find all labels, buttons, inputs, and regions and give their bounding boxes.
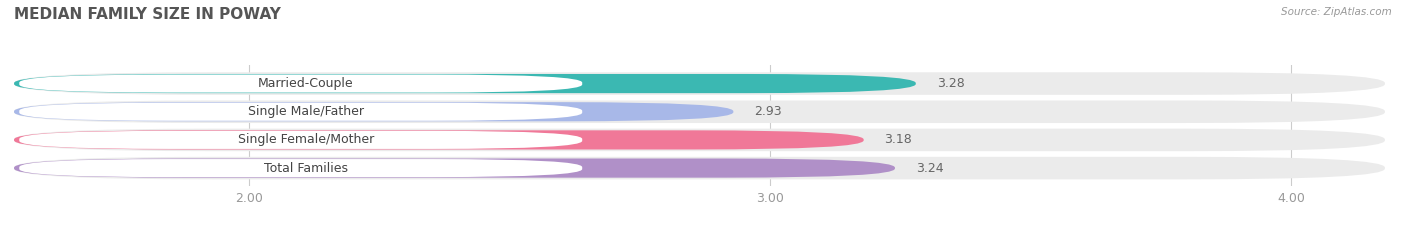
Text: Total Families: Total Families [264,161,347,175]
FancyBboxPatch shape [14,129,1385,151]
Text: Married-Couple: Married-Couple [259,77,354,90]
Text: 2.93: 2.93 [754,105,782,118]
FancyBboxPatch shape [14,130,863,150]
FancyBboxPatch shape [20,159,582,177]
FancyBboxPatch shape [14,157,1385,179]
Text: Single Female/Mother: Single Female/Mother [238,134,374,146]
FancyBboxPatch shape [14,72,1385,95]
Text: Single Male/Father: Single Male/Father [247,105,364,118]
FancyBboxPatch shape [20,103,582,121]
FancyBboxPatch shape [20,75,582,93]
Text: 3.24: 3.24 [915,161,943,175]
FancyBboxPatch shape [14,158,896,178]
FancyBboxPatch shape [14,100,1385,123]
Text: 3.18: 3.18 [884,134,912,146]
Text: Source: ZipAtlas.com: Source: ZipAtlas.com [1281,7,1392,17]
FancyBboxPatch shape [20,131,582,149]
FancyBboxPatch shape [14,102,734,121]
FancyBboxPatch shape [14,74,915,93]
Text: MEDIAN FAMILY SIZE IN POWAY: MEDIAN FAMILY SIZE IN POWAY [14,7,281,22]
Text: 3.28: 3.28 [936,77,965,90]
